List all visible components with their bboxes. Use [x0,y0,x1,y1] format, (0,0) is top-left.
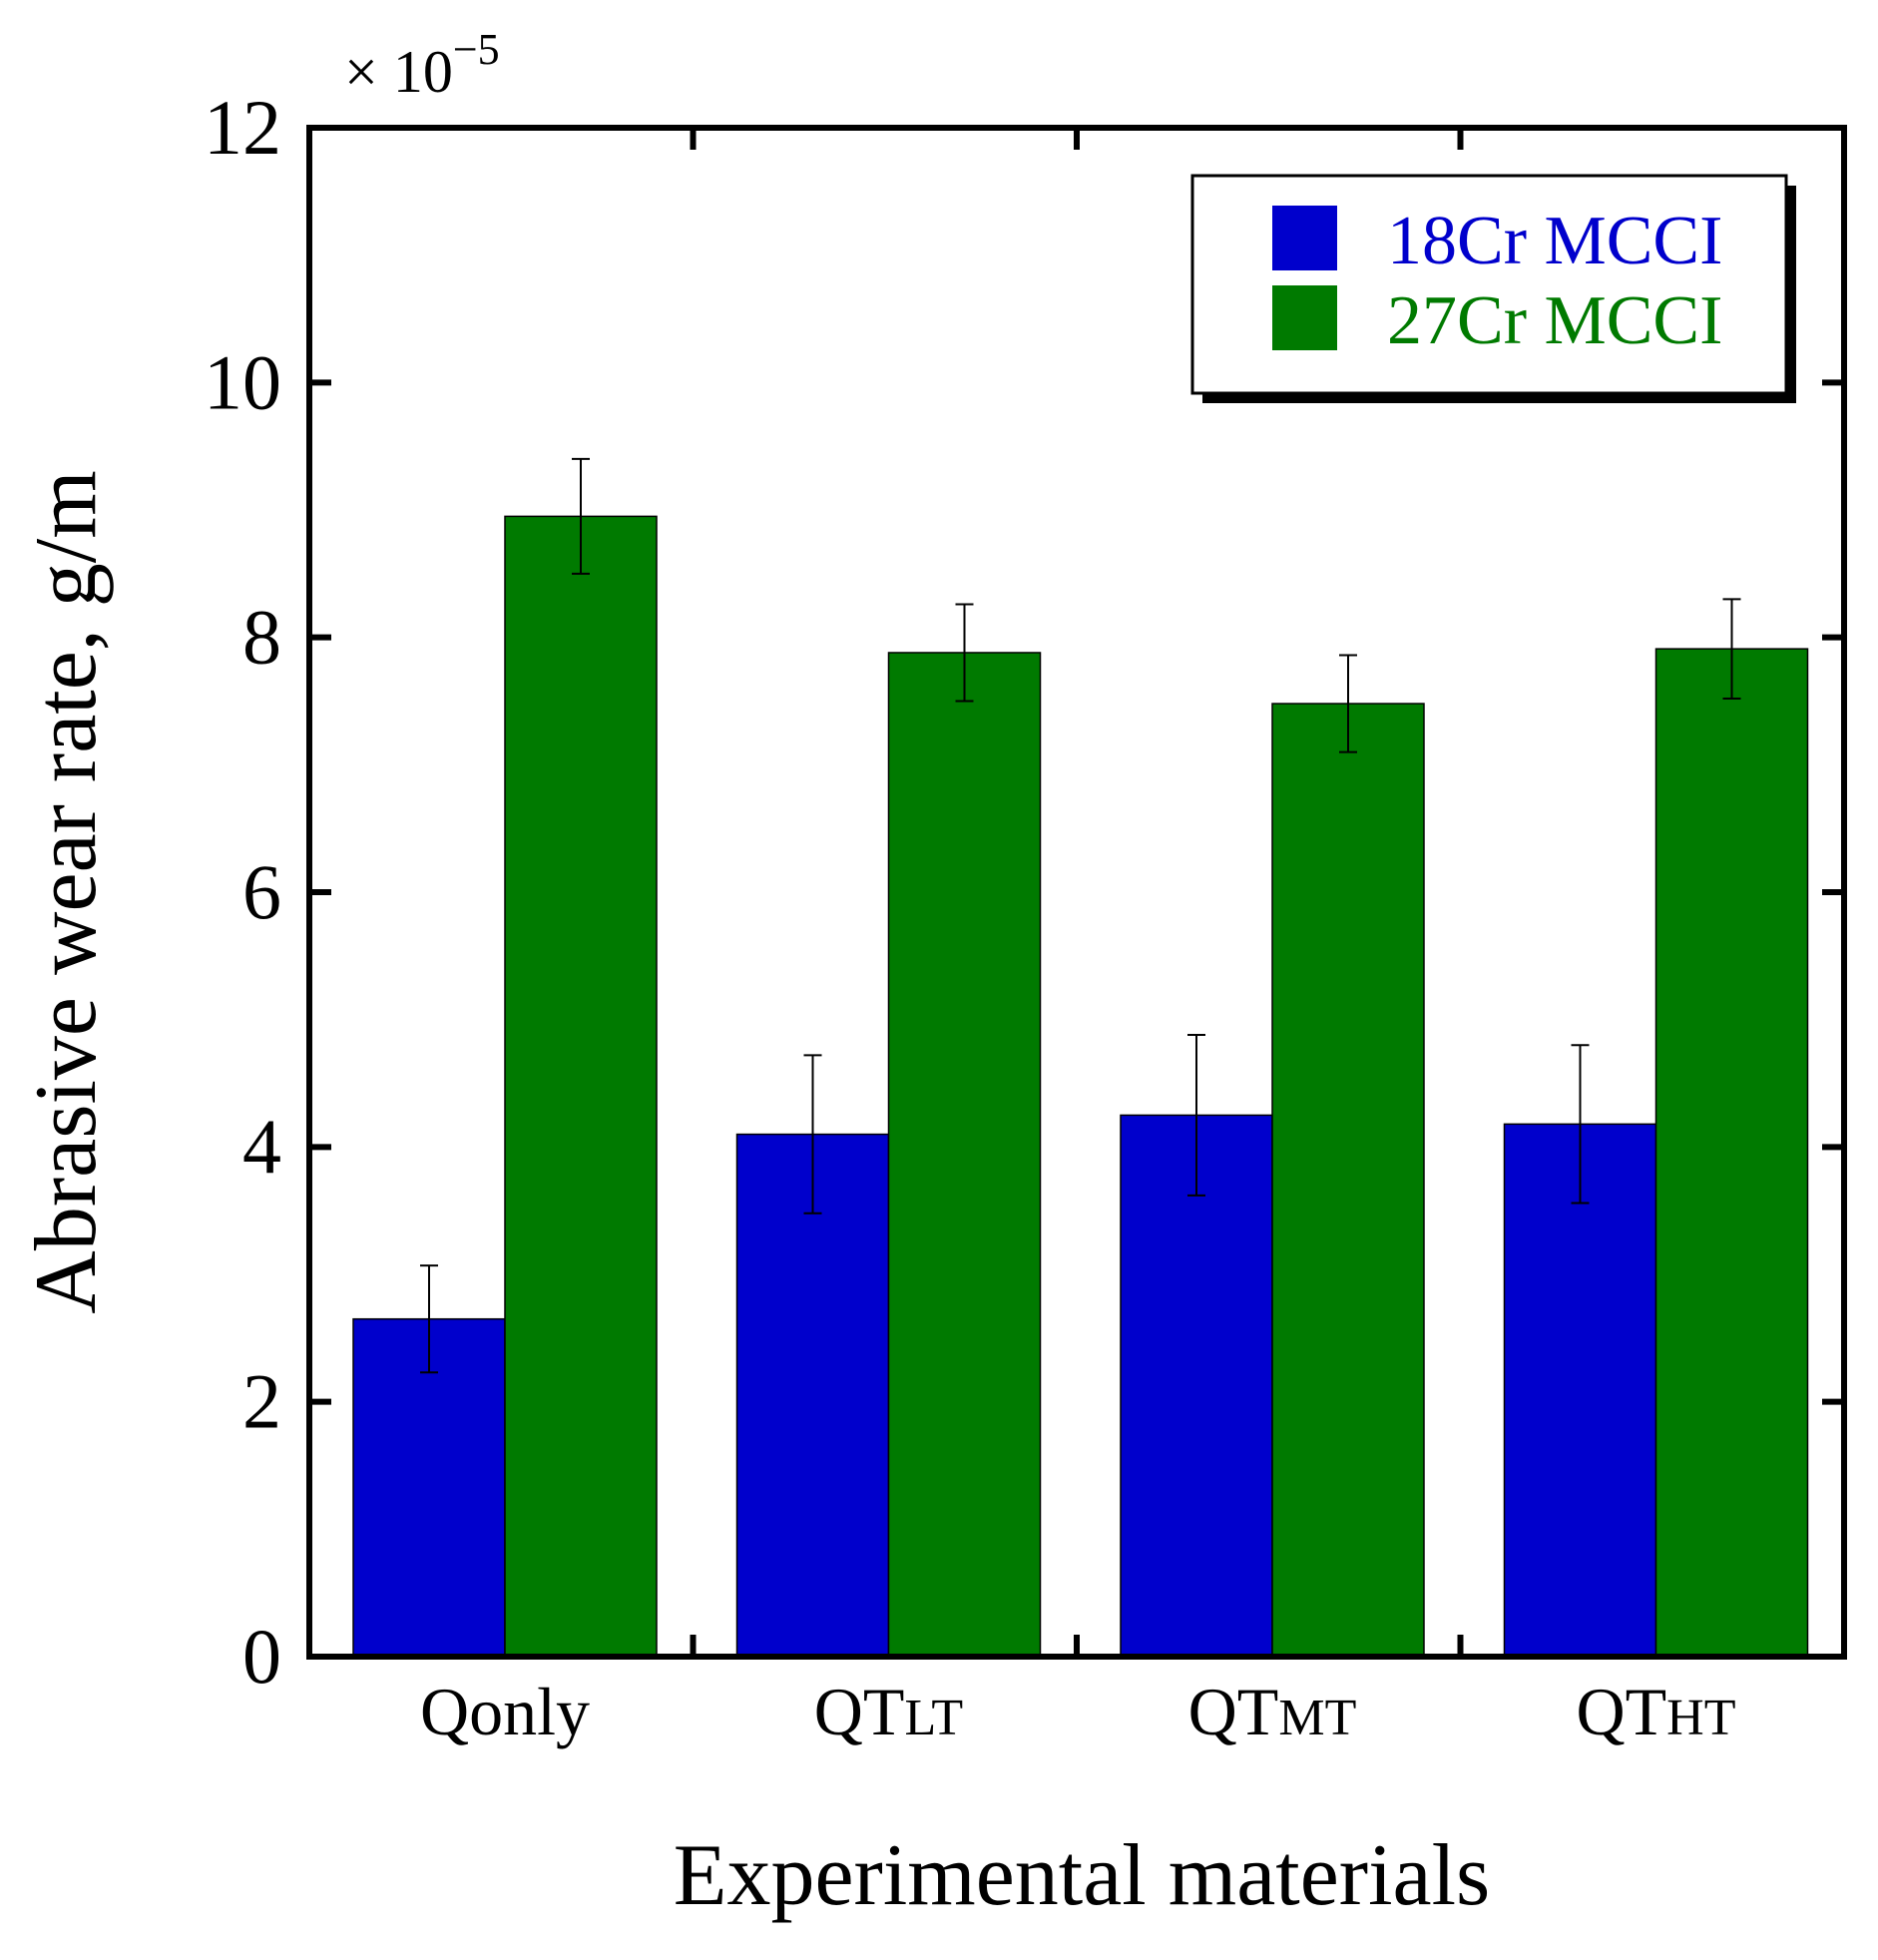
y-tick-label-3: 6 [242,848,281,935]
bar-1-1 [887,652,1042,1658]
bar-0-1 [735,1133,890,1658]
bar-1-2 [1271,703,1425,1658]
x-tick-label-0: Qonly [420,1674,590,1749]
x-tick-label-3: QTHT [1577,1674,1736,1749]
x-axis-title: Experimental materials [674,1827,1491,1924]
x-tick-label-main: Qonly [420,1674,590,1749]
y-axis-title: Abrasive wear rate, g/m [18,470,115,1313]
multiplier-exponent: −5 [453,25,500,74]
x-tick-label-main: QT [1577,1674,1667,1749]
legend-swatch-18cr [1272,206,1337,270]
x-tick-label-2: QTMT [1188,1674,1357,1749]
legend-swatch-27cr [1272,285,1337,350]
legend-label-18cr: 18Cr MCCI [1387,203,1722,279]
multiplier-base: × 10 [344,39,453,105]
y-tick-label-4: 8 [242,594,281,681]
error-bars-layer [420,457,1741,1374]
y-tick-label-5: 10 [204,338,281,425]
y-tick-label-6: 12 [204,84,281,171]
bar-0-3 [1503,1123,1657,1658]
bar-1-0 [504,515,658,1658]
x-tick-label-main: QT [814,1674,905,1749]
bar-0-0 [352,1317,506,1658]
legend-label-27cr: 27Cr MCCI [1387,282,1722,359]
y-tick-label-2: 4 [242,1103,281,1190]
legend: 18Cr MCCI 27Cr MCCI [1190,174,1796,403]
bar-1-3 [1654,648,1809,1658]
x-tick-label-sub: HT [1666,1690,1735,1746]
x-tick-label-sub: MT [1278,1690,1356,1746]
x-tick-label-sub: LT [904,1690,963,1746]
x-tick-label-main: QT [1188,1674,1279,1749]
ticks-layer [309,128,1844,1657]
y-tick-label-1: 2 [242,1358,281,1445]
bars-layer [352,515,1809,1658]
x-tick-label-1: QTLT [814,1674,963,1749]
y-axis-multiplier: × 10−5 [344,25,500,105]
y-tick-label-0: 0 [242,1613,281,1700]
